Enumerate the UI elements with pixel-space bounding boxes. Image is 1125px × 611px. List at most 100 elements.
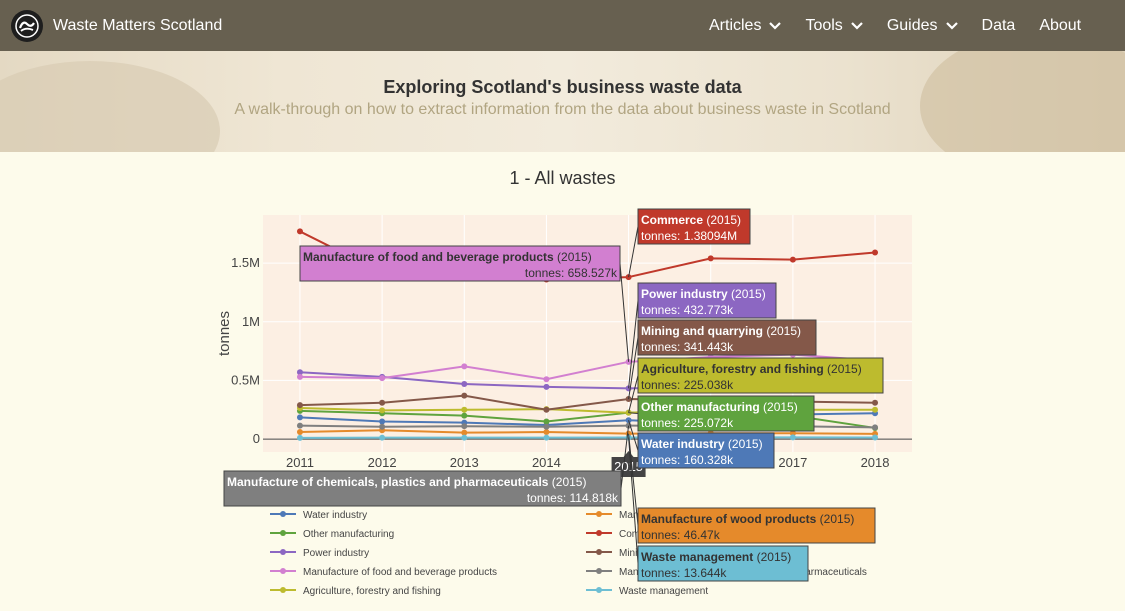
data-point[interactable] — [461, 429, 468, 436]
data-point[interactable] — [296, 414, 303, 421]
x-tick-label: 2014 — [532, 455, 561, 470]
hover-tooltip: Waste management (2015) tonnes: 13.644k — [628, 437, 809, 582]
nav-about[interactable]: About — [1039, 17, 1081, 35]
data-point[interactable] — [707, 255, 714, 262]
top-navbar: Waste Matters Scotland Articles Tools Gu… — [0, 0, 1125, 51]
tooltip-connector — [628, 226, 639, 278]
nav-data[interactable]: Data — [982, 17, 1016, 35]
tooltip-box — [637, 545, 809, 582]
legend-label: Waste management — [619, 586, 708, 597]
y-tick-label: 0 — [253, 431, 260, 446]
data-point[interactable] — [543, 418, 550, 425]
hover-tooltip: Power industry (2015) tonnes: 432.773k — [628, 282, 777, 389]
data-point[interactable] — [872, 399, 879, 406]
hover-tooltip: Agriculture, forestry and fishing (2015)… — [628, 357, 884, 413]
tooltip-title: Manufacture of food and beverage product… — [303, 250, 592, 264]
data-point[interactable] — [461, 406, 468, 413]
hover-tooltip: Manufacture of chemicals, plastics and p… — [223, 425, 630, 507]
tooltip-series-name: Mining and quarrying — [641, 324, 763, 338]
legend-item[interactable]: Power industry — [270, 548, 369, 559]
data-point[interactable] — [379, 375, 386, 382]
tooltip-series-name: Manufacture of wood products — [641, 512, 817, 526]
data-point[interactable] — [379, 423, 386, 430]
data-point[interactable] — [872, 249, 879, 256]
data-point[interactable] — [461, 434, 468, 441]
data-point[interactable] — [379, 418, 386, 425]
data-point[interactable] — [543, 406, 550, 413]
tooltip-year: (2015) — [760, 400, 798, 414]
data-point[interactable] — [872, 434, 879, 441]
nav-tools[interactable]: Tools — [805, 17, 863, 35]
tooltip-year: (2015) — [753, 550, 791, 564]
hover-tooltip: Other manufacturing (2015) tonnes: 225.07… — [628, 395, 815, 432]
x-tick-label: 2012 — [368, 455, 397, 470]
legend-item[interactable]: Agriculture, forestry and fishing — [270, 586, 441, 597]
legend-marker — [280, 568, 286, 574]
tooltip-value: tonnes: 114.818k — [527, 491, 619, 505]
data-point[interactable] — [789, 430, 796, 437]
tooltip-year: (2015) — [725, 437, 763, 451]
data-point[interactable] — [461, 380, 468, 387]
legend-item[interactable]: Waste management — [586, 586, 708, 597]
tooltip-value: tonnes: 658.527k — [525, 266, 618, 280]
nav-data-label: Data — [981, 16, 1016, 34]
tooltip-value: tonnes: 13.644k — [641, 566, 727, 580]
brand[interactable]: Waste Matters Scotland — [11, 9, 222, 42]
data-point[interactable] — [296, 422, 303, 429]
nav-articles[interactable]: Articles — [709, 17, 782, 35]
data-point[interactable] — [296, 429, 303, 436]
hover-tooltip: Manufacture of food and beverage product… — [299, 245, 630, 362]
tooltip-title: Manufacture of wood products (2015) — [641, 512, 854, 526]
data-point[interactable] — [461, 392, 468, 399]
tooltip-value: tonnes: 160.328k — [641, 453, 734, 467]
legend-item[interactable]: Other manufacturing — [270, 529, 394, 540]
data-point[interactable] — [379, 399, 386, 406]
data-point[interactable] — [543, 429, 550, 436]
tooltip-value: tonnes: 46.47k — [641, 528, 721, 542]
nav-guides[interactable]: Guides — [887, 17, 958, 35]
series-path — [299, 436, 876, 439]
data-point[interactable] — [296, 228, 303, 235]
data-point[interactable] — [872, 424, 879, 431]
tooltip-value: tonnes: 341.443k — [641, 340, 734, 354]
waste-line-chart[interactable]: 00.5M1M1.5M20112012201320142015201620172… — [0, 200, 1125, 611]
data-point[interactable] — [296, 369, 303, 376]
data-point[interactable] — [543, 383, 550, 390]
legend-label: Manufacture of food and beverage product… — [303, 567, 497, 578]
data-point[interactable] — [543, 423, 550, 430]
data-point[interactable] — [543, 434, 550, 441]
data-point[interactable] — [872, 406, 879, 413]
tooltip-connector — [628, 437, 639, 564]
data-point[interactable] — [296, 434, 303, 441]
data-point[interactable] — [461, 423, 468, 430]
legend-item[interactable]: Water industry — [270, 510, 367, 521]
data-point[interactable] — [461, 363, 468, 370]
data-point[interactable] — [296, 373, 303, 380]
tooltip-series-name: Waste management — [641, 550, 753, 564]
y-tick-label: 1M — [242, 314, 260, 329]
tooltip-title: Commerce (2015) — [641, 213, 741, 227]
data-point[interactable] — [789, 434, 796, 441]
data-point[interactable] — [379, 407, 386, 414]
tooltip-series-name: Agriculture, forestry and fishing — [641, 362, 824, 376]
tooltip-connector — [620, 425, 630, 489]
x-tick-label: 2011 — [286, 455, 314, 470]
tooltip-connector — [628, 337, 639, 400]
hover-x-label: 2015 — [614, 459, 643, 474]
data-point[interactable] — [543, 376, 550, 383]
tooltip-value: tonnes: 225.038k — [641, 378, 734, 392]
data-point[interactable] — [296, 402, 303, 409]
tooltip-connector — [628, 375, 639, 413]
chevron-down-icon — [851, 21, 863, 30]
tooltip-series-name: Water industry — [641, 437, 725, 451]
legend-item[interactable]: Manufacture of food and beverage product… — [270, 567, 497, 578]
hero-banner: Exploring Scotland's business waste data… — [0, 51, 1125, 152]
site-logo — [11, 9, 43, 42]
tooltip-title: Other manufacturing (2015) — [641, 400, 798, 414]
data-point[interactable] — [461, 412, 468, 419]
tooltip-year: (2015) — [763, 324, 801, 338]
data-point[interactable] — [789, 256, 796, 263]
tooltip-series-name: Manufacture of food and beverage product… — [303, 250, 554, 264]
tooltip-value: tonnes: 432.773k — [641, 303, 734, 317]
data-point[interactable] — [379, 434, 386, 441]
